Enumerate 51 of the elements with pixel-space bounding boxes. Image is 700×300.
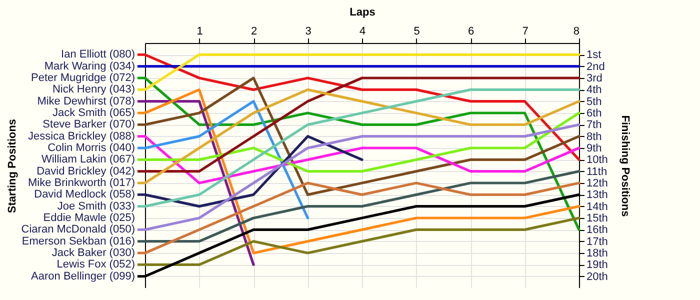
y2-tick-label: 7th <box>586 119 602 132</box>
x-tick-label: 3 <box>305 26 312 38</box>
x-tick-label: 8 <box>573 26 580 38</box>
y2-tick-label: 8th <box>586 130 602 143</box>
y2-tick-label: 5th <box>586 96 602 108</box>
x-tick-label: 6 <box>468 26 474 38</box>
legend-label: Eddie Mawle (025) <box>43 212 135 224</box>
legend-label: Aaron Bellinger (099) <box>31 270 135 282</box>
legend-label: Peter Mugridge (072) <box>31 72 135 84</box>
y2-tick-label: 17th <box>586 236 608 248</box>
y2-tick-label: 20th <box>586 270 608 283</box>
legend-label: Emerson Sekban (016) <box>22 235 135 248</box>
y2-tick-label: 18th <box>586 248 608 260</box>
legend-label: Steve Barker (070) <box>42 118 135 131</box>
legend-label: Jack Baker (030) <box>52 247 135 259</box>
x-tick-label: 7 <box>522 26 528 38</box>
y2-tick-label: 9th <box>586 142 602 154</box>
y2-tick-label: 10th <box>586 154 608 166</box>
x-tick-label: 1 <box>196 26 203 38</box>
legend-label: Colin Morris (040) <box>48 142 135 154</box>
legend-label: Mike Brinkworth (017) <box>28 177 135 189</box>
y2-tick-label: 16th <box>586 224 608 236</box>
legend-title: Starting Positions <box>6 118 18 214</box>
legend-label: Mark Waring (034) <box>44 60 135 72</box>
legend-label: Mike Dewhirst (078) <box>37 95 135 108</box>
x-tick-label: 4 <box>359 26 366 38</box>
x-tick-label: 2 <box>250 26 258 38</box>
legend-label: Jessica Brickley (088) <box>28 130 135 142</box>
y2-tick-label: 6th <box>586 108 602 120</box>
x-tick-label: 5 <box>414 26 420 38</box>
y2-tick-label: 2nd <box>586 60 605 73</box>
y2-tick-label: 11th <box>586 166 608 178</box>
legend-label: William Lakin (067) <box>41 154 135 166</box>
y2-tick-label: 3rd <box>586 72 602 84</box>
x-axis-title: Laps <box>350 6 376 18</box>
y2-axis-title: Finishing Positions <box>618 115 631 217</box>
legend-label: Joe Smith (033) <box>57 200 135 212</box>
y2-tick-label: 14th <box>586 200 608 213</box>
legend-label: David Brickley (042) <box>36 165 135 178</box>
y2-tick-label: 15th <box>586 212 608 224</box>
y2-tick-label: 13th <box>586 189 608 202</box>
legend-label: Lewis Fox (052) <box>56 258 135 271</box>
legend-label: Nick Henry (043) <box>52 84 135 96</box>
y2-tick-label: 19th <box>586 259 608 272</box>
legend-label: Ciaran McDonald (050) <box>21 224 135 236</box>
legend-label: David Medlock (058) <box>34 188 135 201</box>
legend-label: Jack Smith (065) <box>52 107 135 119</box>
y2-tick-label: 4th <box>586 84 602 96</box>
y2-tick-label: 1st <box>586 49 602 62</box>
y2-tick-label: 12th <box>586 178 608 190</box>
legend-label: Ian Elliott (080) <box>61 48 135 61</box>
